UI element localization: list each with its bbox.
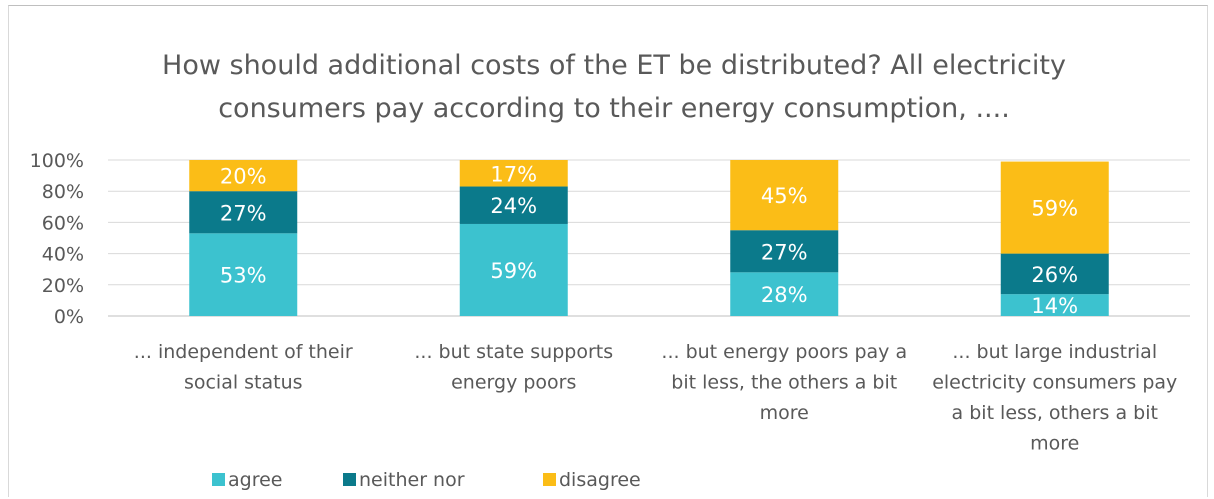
bar-segment (459, 223, 568, 316)
legend-swatch (343, 473, 356, 486)
bar-segment (189, 233, 298, 316)
bar-segment (459, 186, 568, 224)
x-axis: ... independent of their social status...… (134, 341, 1178, 455)
data-label: 26% (1031, 263, 1078, 287)
x-category-label: energy poors (451, 372, 576, 394)
bar-segment (730, 160, 839, 231)
bar-segment (1000, 253, 1109, 295)
bar-segment (1000, 161, 1109, 254)
data-labels: 53% 27% 20% 59% 24% 17% 28% 27% 45% 14% 26% 59% (220, 162, 1078, 318)
x-category-label: ... but state supports (414, 341, 613, 363)
data-label: 59% (490, 259, 537, 283)
x-category-label: social status (184, 372, 303, 394)
x-category-label: bit less, the others a bit (671, 372, 897, 394)
chart-title-line-1: How should additional costs of the ET be… (162, 50, 1066, 81)
y-axis: 0% 20% 40% 60% 80% 100% (30, 150, 84, 328)
y-tick-label: 80% (42, 181, 84, 203)
legend-swatch (543, 473, 556, 486)
legend-swatch (212, 473, 225, 486)
data-label: 28% (761, 283, 808, 307)
data-label: 17% (490, 162, 537, 186)
y-tick-label: 20% (42, 275, 84, 297)
data-label: 24% (490, 194, 537, 218)
x-category-label: ... but energy poors pay a (661, 341, 907, 363)
chart-title: How should additional costs of the ET be… (162, 50, 1066, 124)
x-category-label: ... independent of their (134, 341, 353, 363)
x-category-label: ... but large industrial (952, 341, 1157, 363)
x-category-label: electricity consumers pay (932, 372, 1177, 394)
y-tick-label: 60% (42, 212, 84, 234)
y-tick-label: 100% (30, 150, 84, 172)
legend: agree neither nor disagree (212, 469, 641, 491)
x-category-label: a bit less, others a bit (952, 402, 1158, 424)
bar-segment (189, 191, 298, 234)
x-category-label: more (760, 402, 809, 424)
bar-segment (459, 160, 568, 187)
y-tick-label: 40% (42, 244, 84, 266)
chart-frame (8, 5, 1208, 497)
data-label: 27% (761, 240, 808, 264)
bar-segment (730, 272, 839, 316)
data-label: 27% (220, 201, 267, 225)
legend-label: agree (228, 469, 282, 491)
legend-label: neither nor (359, 469, 465, 491)
y-tick-label: 0% (54, 306, 84, 328)
legend-label: disagree (559, 469, 641, 491)
chart-title-line-2: consumers pay according to their energy … (218, 93, 1010, 124)
data-label: 53% (220, 264, 267, 288)
bar-segment (730, 230, 839, 273)
bar-segment (1000, 294, 1109, 316)
x-category-label: more (1030, 433, 1079, 455)
data-label: 14% (1031, 294, 1078, 318)
data-label: 45% (761, 184, 808, 208)
bars (189, 160, 1109, 316)
data-label: 59% (1031, 197, 1078, 221)
data-label: 20% (220, 165, 267, 189)
bar-segment (189, 160, 298, 192)
